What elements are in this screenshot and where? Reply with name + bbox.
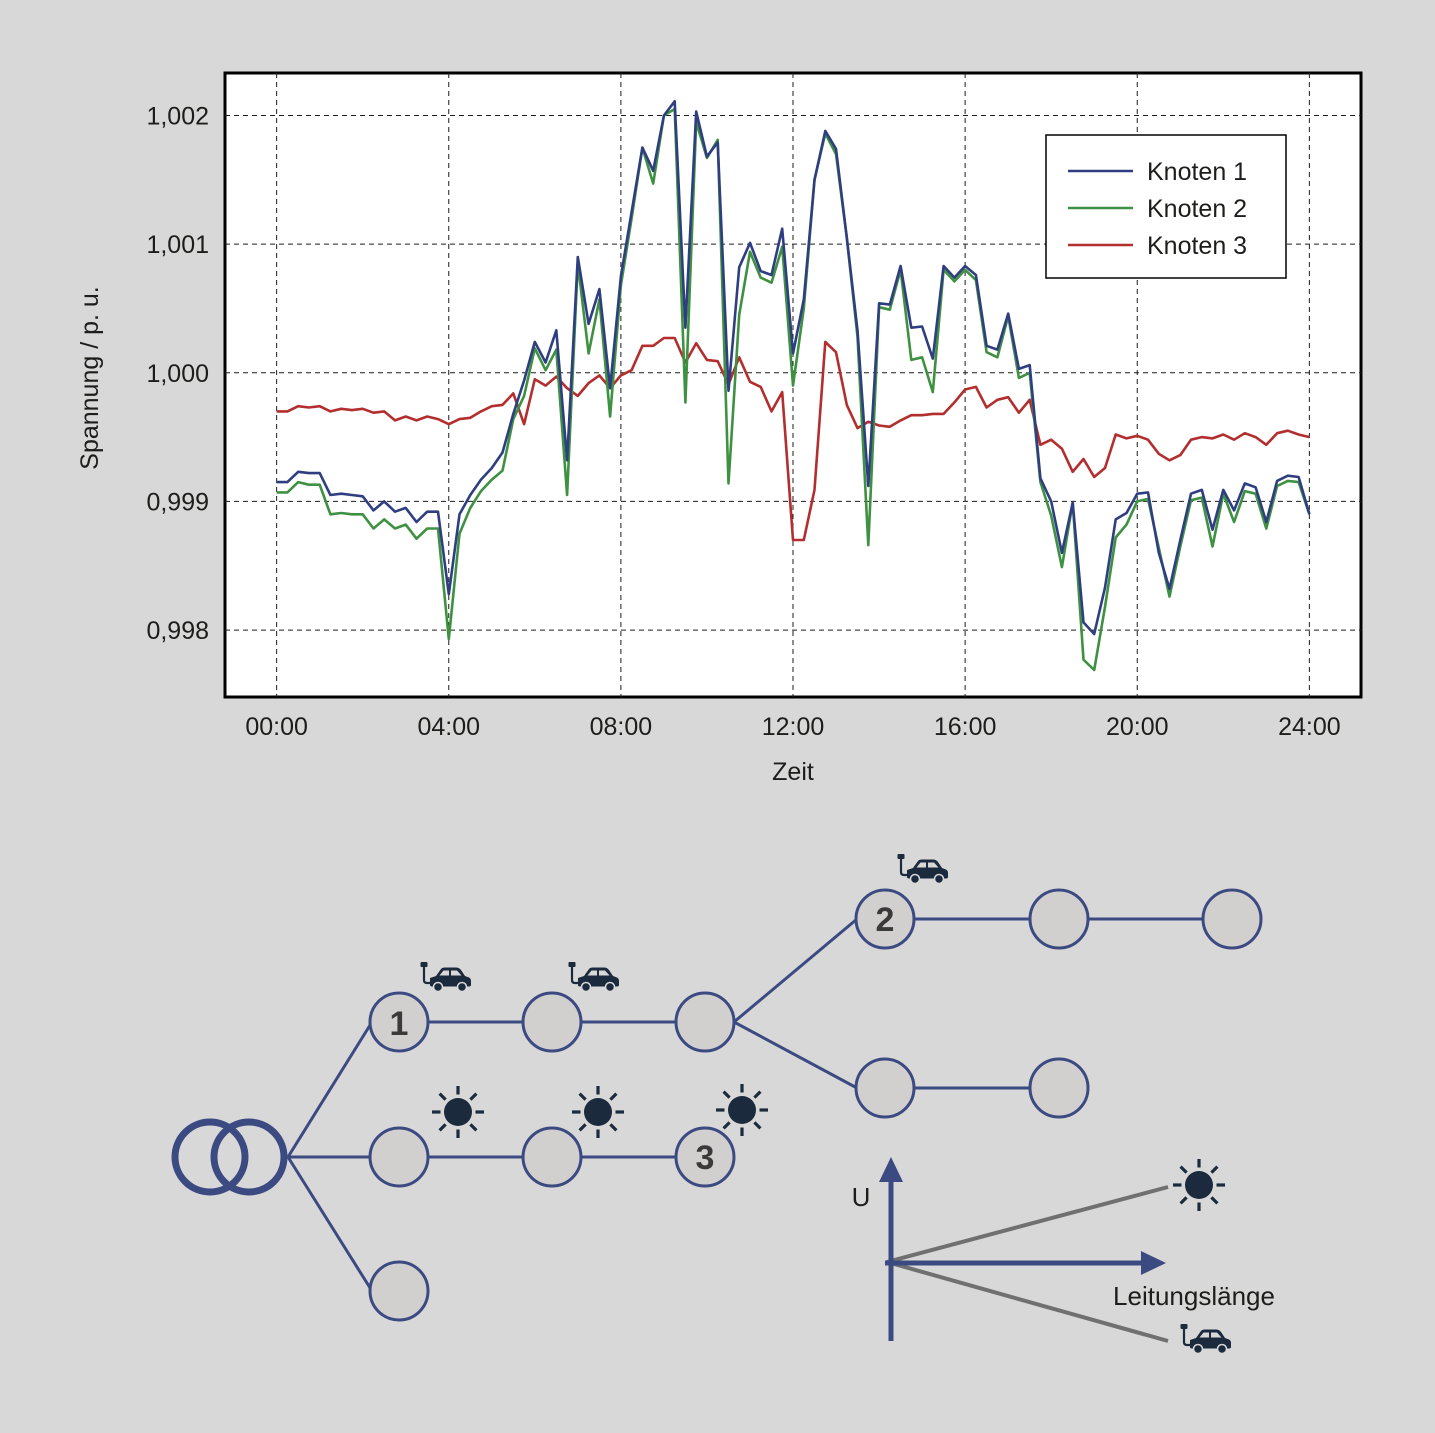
network-node — [368, 1126, 430, 1188]
length-axis-arrow — [1141, 1251, 1166, 1275]
chart-series — [276, 100, 1311, 672]
network-node-3 — [674, 1126, 736, 1188]
y-tick-labels: 0,998 0,999 1,000 1,001 1,002 — [146, 102, 209, 645]
u-axis-arrow — [879, 1157, 903, 1182]
electric-car-icon — [1179, 1324, 1232, 1355]
u-axis-label: U — [852, 1182, 871, 1212]
network-node — [854, 1057, 916, 1119]
x-tick-label: 16:00 — [934, 713, 997, 741]
network-node — [521, 991, 583, 1053]
y-tick-label: 0,998 — [146, 617, 209, 645]
y-tick-label: 1,001 — [146, 231, 209, 259]
network-node — [1028, 888, 1090, 950]
legend-label-knoten-3: Knoten 3 — [1147, 232, 1247, 260]
network-node-1 — [368, 991, 430, 1053]
network-node — [1201, 888, 1263, 950]
pv-trend-line — [886, 1185, 1169, 1264]
y-tick-label: 0,999 — [146, 488, 209, 516]
sun-icon — [1172, 1158, 1226, 1212]
transformer-icon — [171, 1118, 288, 1196]
y-tick-label: 1,000 — [146, 360, 209, 388]
series-line-knoten-3 — [276, 336, 1310, 542]
length-axis-label: Leitungslänge — [1113, 1281, 1275, 1311]
series-line-knoten-1 — [276, 100, 1311, 636]
y-axis-title: Spannung / p. u. — [76, 286, 104, 469]
voltage-line-chart: 0,998 0,999 1,000 1,001 1,002 00:00 04:00 08:0… — [76, 71, 1363, 786]
x-tick-labels: 00:00 04:00 08:00 12:00 16:00 20:00 24:00 — [245, 713, 1340, 741]
legend: Knoten 1 Knoten 2 Knoten 3 — [1045, 134, 1287, 279]
network-node — [674, 991, 736, 1053]
electric-car-icon — [419, 962, 472, 993]
x-tick-label: 20:00 — [1106, 713, 1169, 741]
electric-car-icon — [896, 854, 949, 885]
series-line-knoten-2 — [276, 107, 1311, 672]
legend-label-knoten-2: Knoten 2 — [1147, 195, 1247, 223]
network-node — [521, 1126, 583, 1188]
voltage-profile-inset: U Leitungslänge — [852, 1157, 1275, 1355]
sun-icon — [571, 1085, 625, 1139]
network-node-2 — [854, 888, 916, 950]
x-tick-label: 08:00 — [590, 713, 653, 741]
electric-car-icon — [567, 962, 620, 993]
x-tick-label: 12:00 — [762, 713, 825, 741]
grid-topology-diagram: 1 2 3 U Leitungslänge — [171, 854, 1275, 1355]
x-axis-title: Zeit — [772, 758, 814, 786]
x-tick-label: 04:00 — [417, 713, 480, 741]
node-label-2: 2 — [876, 901, 895, 939]
network-lines — [286, 917, 1203, 1292]
network-nodes — [368, 888, 1263, 1322]
sun-icon — [715, 1083, 769, 1137]
sun-icon — [431, 1085, 485, 1139]
x-tick-label: 24:00 — [1278, 713, 1341, 741]
network-node — [368, 1260, 430, 1322]
ev-trend-line — [886, 1260, 1169, 1343]
network-node — [1028, 1057, 1090, 1119]
node-label-3: 3 — [696, 1139, 715, 1177]
legend-box — [1045, 134, 1287, 279]
node-label-1: 1 — [390, 1005, 409, 1043]
x-tick-label: 00:00 — [245, 713, 308, 741]
legend-label-knoten-1: Knoten 1 — [1147, 158, 1247, 186]
y-tick-label: 1,002 — [146, 102, 209, 130]
